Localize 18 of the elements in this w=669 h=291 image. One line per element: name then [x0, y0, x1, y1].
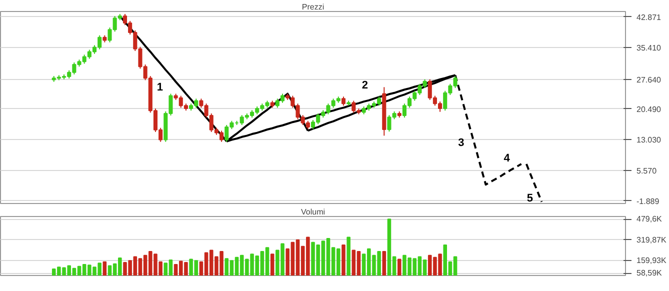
y-tick-label: 58,59K — [636, 268, 663, 278]
annotation: 2 — [362, 79, 368, 92]
chart-title: Prezzi — [302, 2, 324, 12]
annotation: 4 — [504, 152, 511, 164]
annotation: 3 — [458, 137, 464, 150]
annotation: 5 — [526, 192, 533, 205]
y-tick-label: 35.410 — [636, 44, 662, 53]
y-tick-label: 13.030 — [636, 136, 662, 145]
y-tick-label: 27.640 — [636, 76, 662, 85]
chart-title: Volumi — [300, 208, 326, 216]
y-tick-label: 5.570 — [636, 166, 658, 176]
y-tick-label: 20.490 — [636, 104, 662, 114]
annotation: 1 — [156, 81, 163, 94]
y-tick-label: -1.889 — [636, 196, 660, 206]
y-tick-label: 159,93K — [636, 256, 667, 266]
y-tick-label: 42.871 — [636, 12, 662, 22]
y-tick-label: 319,87K — [636, 235, 667, 244]
y-tick-label: 479,6K — [636, 214, 663, 224]
